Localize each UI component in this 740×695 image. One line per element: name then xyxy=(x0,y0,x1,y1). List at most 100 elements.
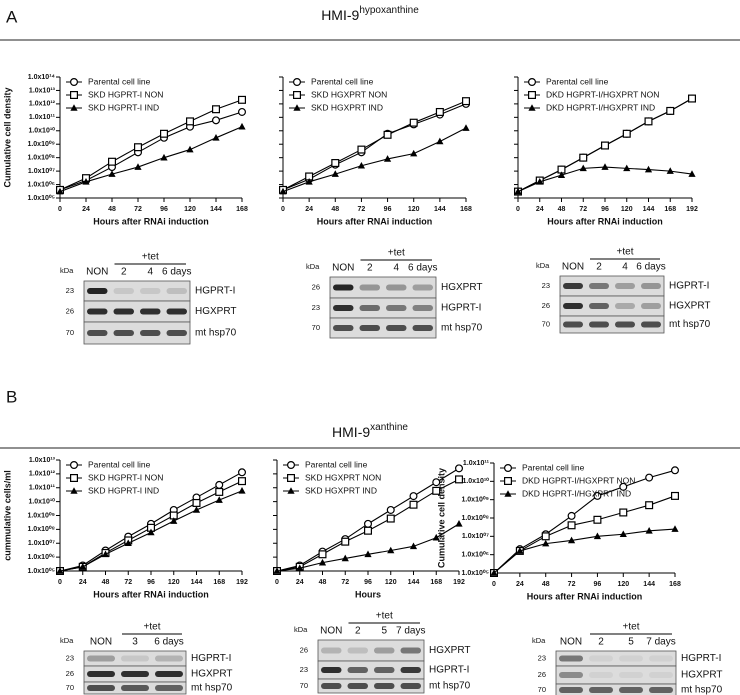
data-point xyxy=(409,542,418,550)
legend-label: Parental cell line xyxy=(311,76,374,86)
blot-band xyxy=(347,647,368,654)
legend-marker xyxy=(293,104,301,111)
blot-band xyxy=(333,284,354,291)
series-line xyxy=(59,99,243,191)
data-point xyxy=(490,569,498,576)
x-tick-label: 120 xyxy=(408,206,420,213)
y-tick-label: 1.0x10¹² xyxy=(29,471,56,478)
data-point xyxy=(212,105,221,114)
blot-lane-label: 2 xyxy=(121,267,127,278)
blot-band xyxy=(386,325,407,331)
panel-title-sup: hypoxanthine xyxy=(359,5,419,16)
y-axis-label: Cumulative cell density xyxy=(2,87,12,187)
legend-marker xyxy=(293,90,302,99)
data-point xyxy=(432,478,441,487)
data-point xyxy=(536,178,544,185)
blot-band xyxy=(113,330,134,336)
blot-band xyxy=(386,305,407,311)
y-tick-label: 1.0x10¹¹ xyxy=(29,114,56,121)
data-point xyxy=(644,117,653,126)
blot-band xyxy=(140,330,161,336)
x-tick-label: 24 xyxy=(516,581,524,588)
x-tick-label: 192 xyxy=(236,579,248,586)
data-point xyxy=(331,170,339,177)
x-tick-label: 120 xyxy=(385,579,397,586)
blot-lane-label: 2 xyxy=(596,262,602,273)
legend-label: Parental cell line xyxy=(546,76,609,86)
y-tick-label: 1.0x10⁰⁸ xyxy=(461,514,489,522)
blot-band xyxy=(563,321,583,328)
data-point xyxy=(619,482,628,491)
data-point xyxy=(600,141,609,150)
legend-marker xyxy=(527,90,536,99)
data-point xyxy=(192,498,201,507)
blot-band xyxy=(166,288,187,294)
blot-marker: 23 xyxy=(66,286,74,295)
legend-label: DKD HGPRT-I/HGXPRT IND xyxy=(522,488,631,498)
blot-lane-label: 2 xyxy=(367,263,373,274)
y-tick-label: 1.0x10⁰⁸ xyxy=(27,154,55,162)
blot-marker: 26 xyxy=(66,669,74,678)
panel-title: HMI-9hypoxanthine xyxy=(321,5,419,23)
data-point xyxy=(386,505,395,514)
blot-kda: kDa xyxy=(532,636,546,645)
y-tick-label: 1.0x10⁰⁵ xyxy=(27,567,55,575)
legend-label: SKD HGXPRT IND xyxy=(305,485,377,495)
y-tick-label: 1.0x10⁰⁵ xyxy=(27,194,55,202)
blot-lane-label: NON xyxy=(86,267,108,278)
blot-treatment: +tet xyxy=(623,622,640,633)
blot-band xyxy=(589,687,613,693)
data-point xyxy=(671,525,679,532)
blot-treatment: +tet xyxy=(376,611,393,622)
blot-band xyxy=(87,308,108,315)
data-point xyxy=(455,464,464,473)
y-tick-label: 1.0x10¹¹ xyxy=(463,460,490,467)
series-line xyxy=(282,127,467,193)
blot-kda: kDa xyxy=(536,261,550,270)
blot-band xyxy=(333,305,354,311)
series-line xyxy=(493,469,676,574)
legend-marker xyxy=(527,77,536,86)
blot-band xyxy=(140,308,161,315)
x-tick-label: 168 xyxy=(460,206,472,213)
legend-marker xyxy=(504,490,512,497)
data-point xyxy=(666,167,674,174)
data-point xyxy=(279,187,287,195)
data-point xyxy=(462,97,471,106)
blot-protein: mt hsp70 xyxy=(681,685,723,695)
blot-band xyxy=(615,303,635,309)
panel-label: A xyxy=(6,7,18,26)
blot-protein: HGXPRT xyxy=(191,669,233,680)
x-axis-label: Hours after RNAi induction xyxy=(527,591,643,601)
legend-label: SKD HGXPRT NON xyxy=(305,472,381,482)
data-point xyxy=(645,527,653,534)
data-point xyxy=(688,170,696,177)
legend-label: Parental cell line xyxy=(522,462,585,472)
blot-lane-label: 2 xyxy=(355,626,361,637)
blot-lane-label: 2 xyxy=(598,637,604,648)
blot-marker: 23 xyxy=(312,303,320,312)
y-tick-label: 1.0x10⁰⁹ xyxy=(27,511,55,519)
data-point xyxy=(383,155,392,162)
panel-label: B xyxy=(6,387,17,406)
legend-marker xyxy=(69,77,78,86)
data-point xyxy=(215,487,224,496)
blot-marker: 70 xyxy=(66,683,74,692)
data-point xyxy=(108,170,116,177)
legend-marker xyxy=(69,90,78,99)
blot-band xyxy=(347,667,368,673)
legend-label: DKD HGPRT-I/HGXPRT NON xyxy=(546,89,659,99)
x-axis-label: Hours after RNAi induction xyxy=(93,589,209,599)
legend-label: SKD HGXPRT IND xyxy=(311,102,383,112)
data-point xyxy=(186,145,194,153)
data-point xyxy=(644,165,653,173)
blot-marker: 26 xyxy=(538,670,546,679)
blot-band xyxy=(649,687,673,693)
legend-marker xyxy=(69,461,78,470)
blot-protein: HGXPRT xyxy=(681,670,723,681)
blot-protein: HGPRT-I xyxy=(441,303,481,314)
legend-marker xyxy=(528,104,536,111)
x-tick-label: 72 xyxy=(579,206,587,213)
blot-protein: mt hsp70 xyxy=(429,681,471,692)
series-line xyxy=(493,495,676,574)
